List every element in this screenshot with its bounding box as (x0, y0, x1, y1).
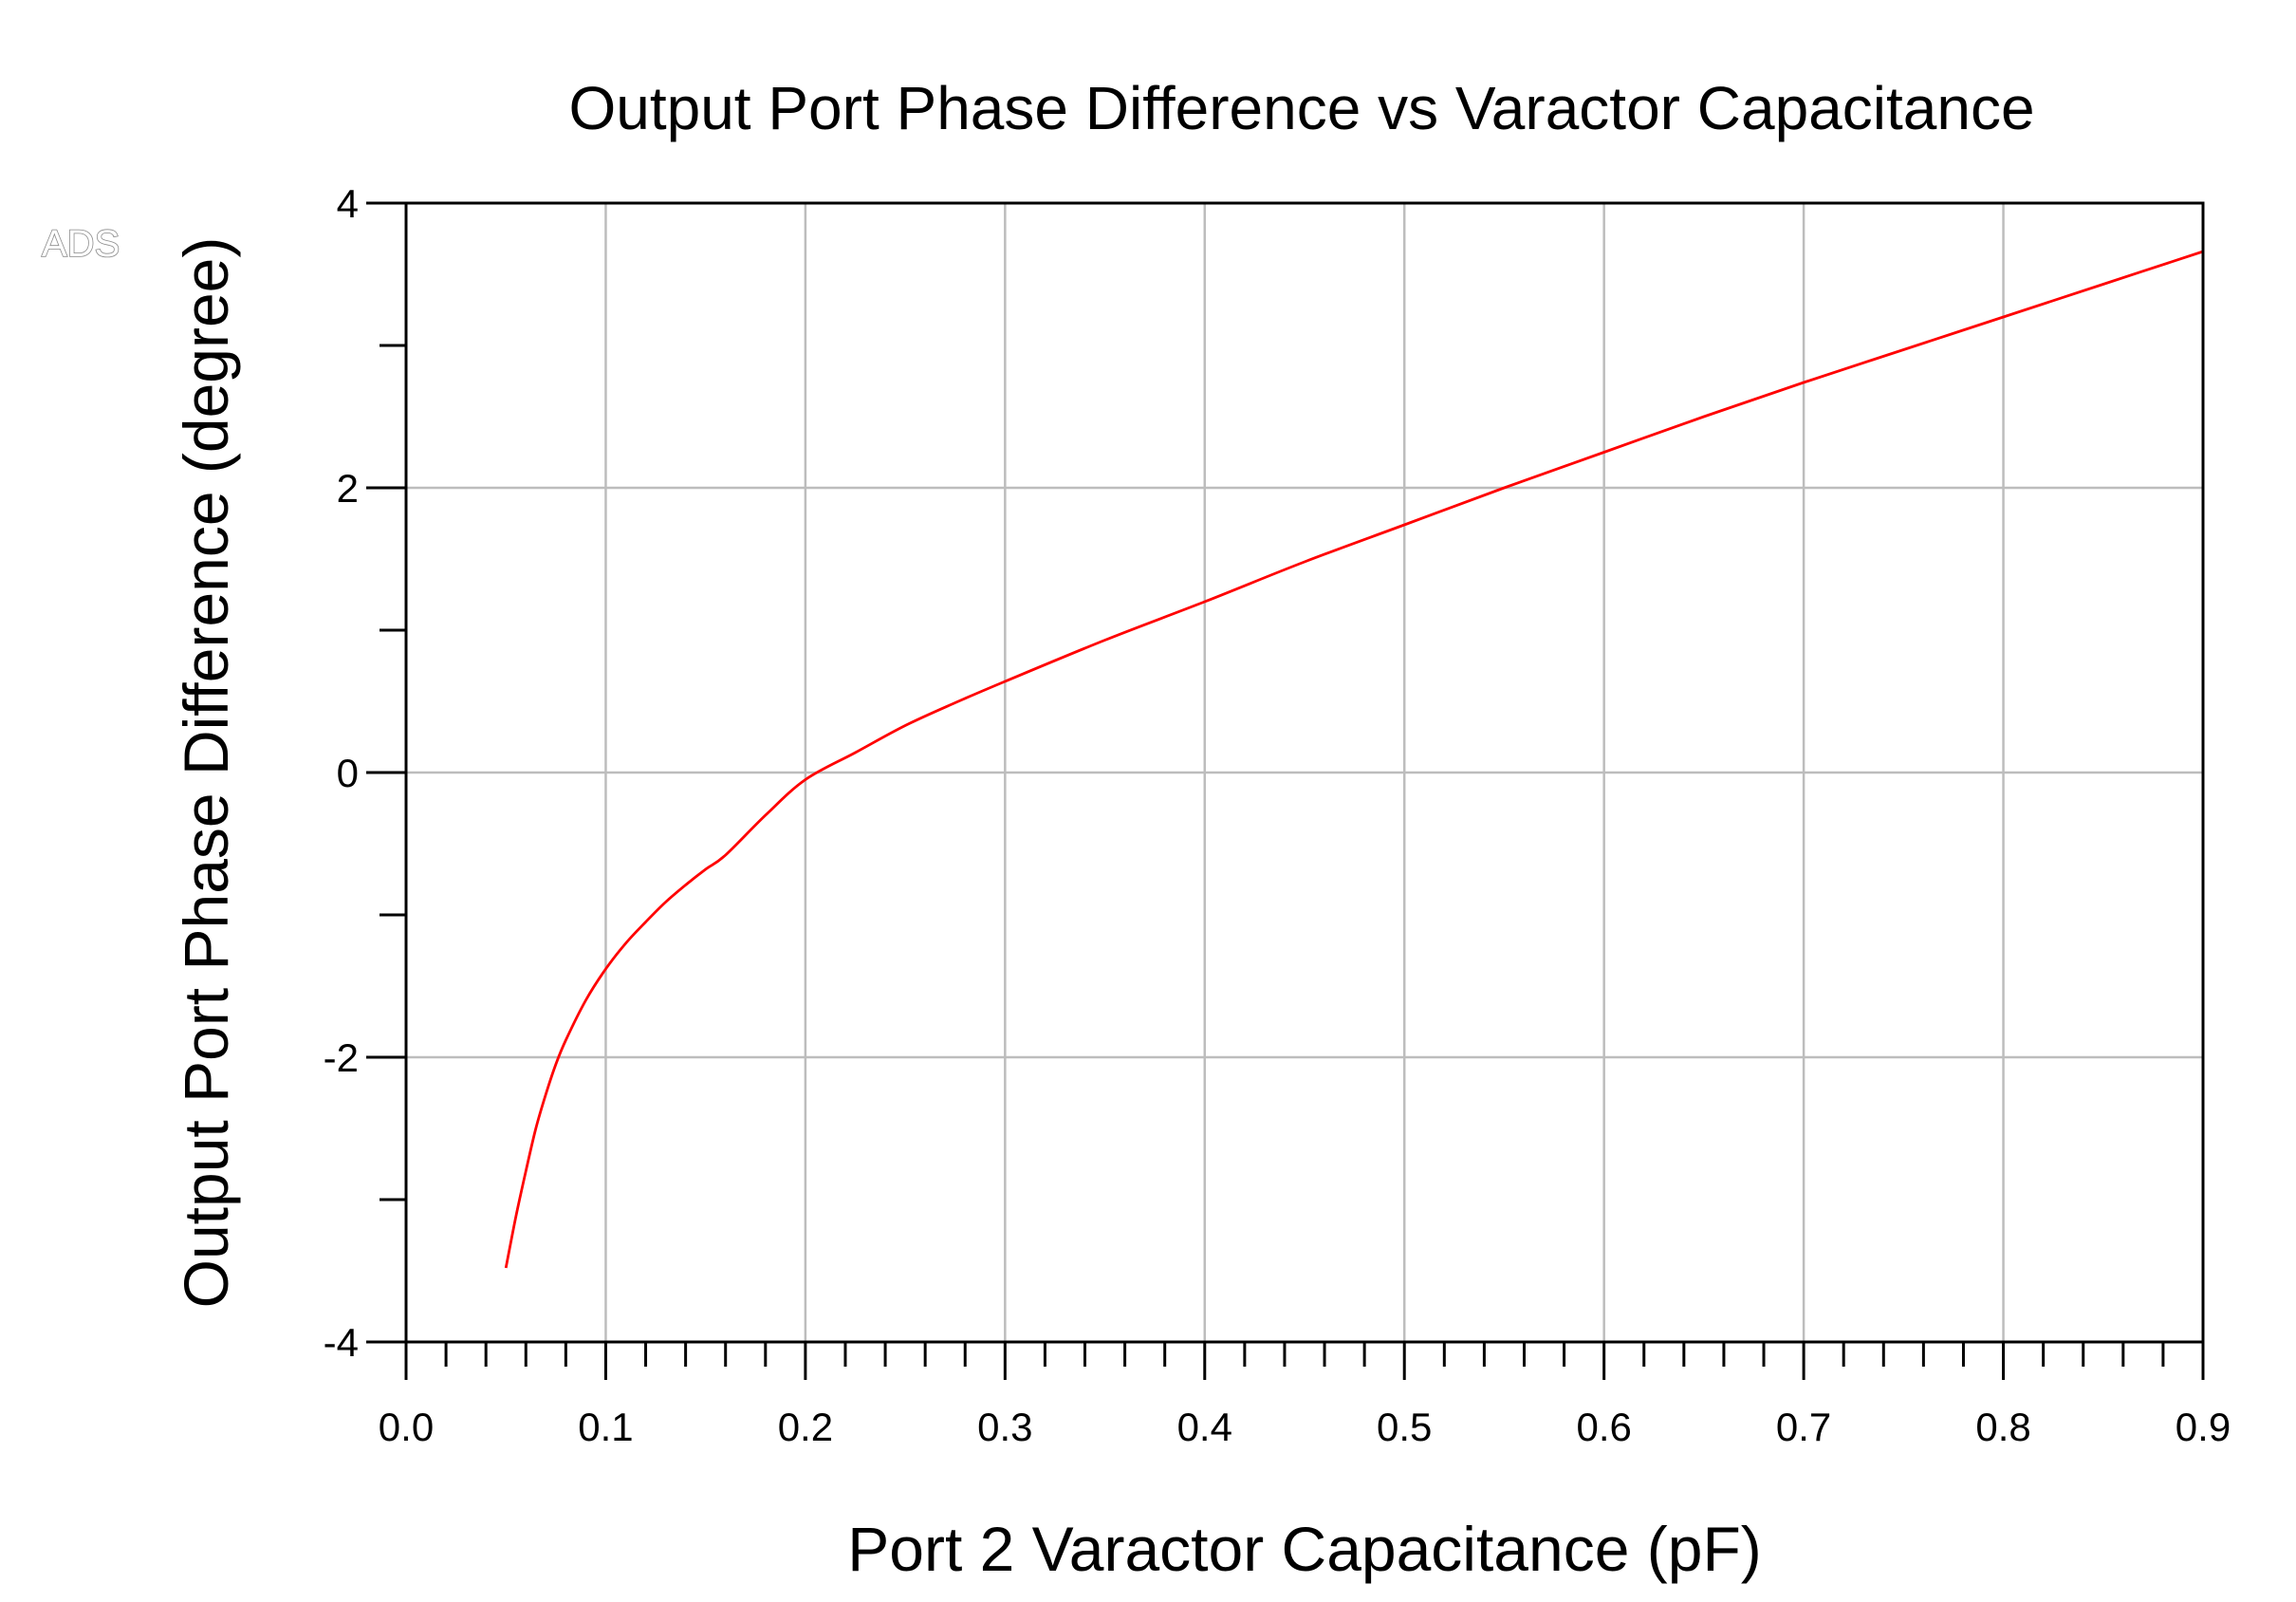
x-tick-label: 0.7 (1776, 1405, 1831, 1449)
x-tick-label: 0.0 (379, 1405, 434, 1449)
y-tick-label: 2 (337, 466, 359, 511)
y-tick-label: -2 (324, 1035, 359, 1080)
x-tick-label: 0.8 (1975, 1405, 2030, 1449)
chart-title: Output Port Phase Difference vs Varactor… (568, 74, 2034, 142)
ads-watermark: ADS (42, 223, 120, 265)
x-tick-labels: 0.0 0.1 0.2 0.3 0.4 0.5 0.6 0.7 0.8 0.9 (379, 1405, 2231, 1449)
series-line-0 (504, 250, 2204, 1269)
x-tick-label: 0.5 (1377, 1405, 1432, 1449)
y-tick-label: 0 (337, 751, 359, 795)
y-tick-label: -4 (324, 1320, 359, 1365)
x-tick-label: 0.3 (977, 1405, 1032, 1449)
y-tick-labels: -4 -2 0 2 4 (324, 181, 359, 1365)
x-axis-label: Port 2 Varactor Capacitance (pF) (847, 1514, 1762, 1584)
y-axis-label: Output Port Phase Difference (degree) (171, 237, 241, 1309)
x-tick-label: 0.6 (1576, 1405, 1631, 1449)
x-tick-label: 0.1 (578, 1405, 633, 1449)
x-tick-label: 0.9 (2176, 1405, 2231, 1449)
x-tick-label: 0.2 (778, 1405, 833, 1449)
axis-ticks (366, 201, 2205, 1380)
y-tick-label: 4 (337, 181, 359, 226)
x-tick-label: 0.4 (1177, 1405, 1232, 1449)
grid (406, 203, 2203, 1342)
series-layer (504, 250, 2204, 1269)
